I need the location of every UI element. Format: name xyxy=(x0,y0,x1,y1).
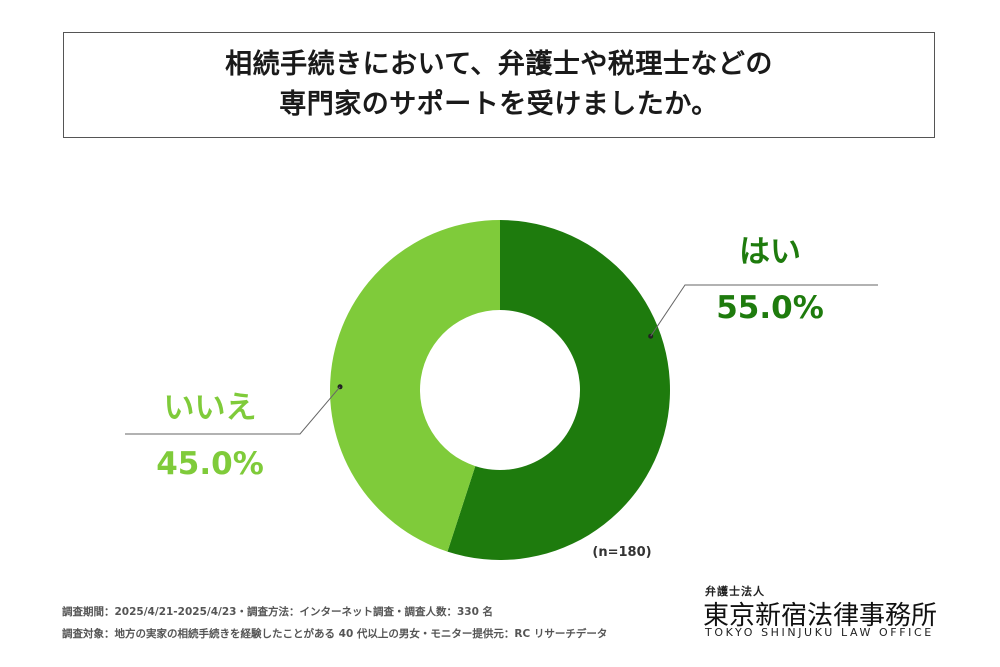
value-label-1: 45.0% xyxy=(156,446,264,482)
pie-slice-yes xyxy=(447,220,670,561)
logo-name: 東京新宿法律事務所 xyxy=(703,601,938,631)
survey-info-line-2: 調査対象：地方の実家の相続手続きを経験したことがある 40 代以上の男女・モニタ… xyxy=(62,628,608,640)
pie-slice-no xyxy=(329,220,500,552)
value-label-0: 55.0% xyxy=(716,290,824,326)
law-office-logo: 弁護士法人 東京新宿法律事務所 TOKYO SHINJUKU LAW OFFIC… xyxy=(700,583,948,645)
survey-info-line-1: 調査期間：2025/4/21-2025/4/23・調査方法：インターネット調査・… xyxy=(62,606,494,618)
category-label-0: はい xyxy=(739,234,801,270)
logo-english-name: TOKYO SHINJUKU LAW OFFICE xyxy=(705,626,934,639)
logo-subtitle: 弁護士法人 xyxy=(705,585,765,598)
chart-title-line-2: 専門家のサポートを受けましたか。 xyxy=(279,89,719,120)
callout-leader-line-0 xyxy=(650,284,878,337)
callout-leader-line-1 xyxy=(125,386,341,435)
chart-title-line-1: 相続手続きにおいて、弁護士や税理士などの xyxy=(225,49,773,80)
sample-size-label: (n=180) xyxy=(592,545,651,560)
title-box: 相続手続きにおいて、弁護士や税理士などの 専門家のサポートを受けましたか。 xyxy=(63,32,935,138)
category-label-1: いいえ xyxy=(164,390,257,426)
